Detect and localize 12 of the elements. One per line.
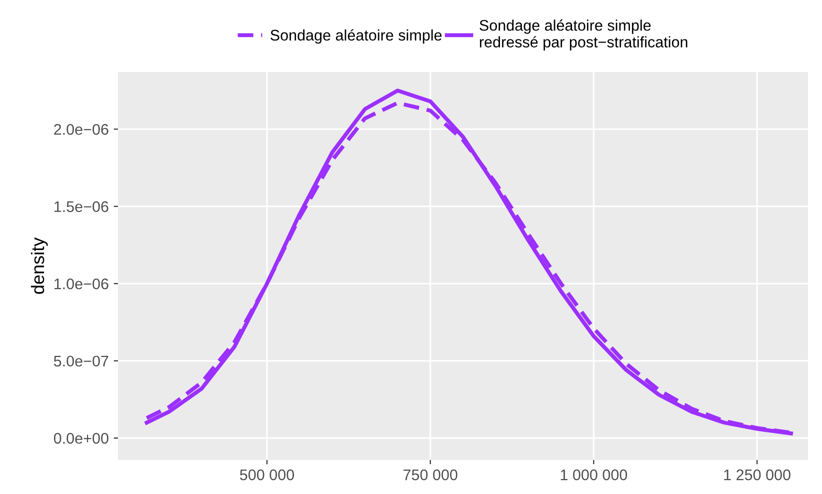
x-tick-label: 1 000 000 — [560, 469, 628, 480]
legend-label: Sondage aléatoire simple redressé par post−stratification — [480, 19, 688, 50]
y-tick-label: 5.0e−07 — [54, 356, 108, 367]
y-tick-label: 1.0e−06 — [54, 278, 108, 290]
x-tick-label: 1 250 000 — [724, 469, 790, 480]
legend-label: Sondage aléatoire simple — [270, 29, 442, 44]
y-axis-title: density — [30, 237, 48, 294]
y-tick-label: 1.5e−06 — [54, 201, 108, 212]
y-tick-label: 0.0e+00 — [54, 432, 108, 444]
x-tick-label: 500 000 — [240, 469, 294, 480]
y-tick-label: 2.0e−06 — [54, 124, 108, 135]
x-tick-label: 750 000 — [404, 469, 458, 480]
